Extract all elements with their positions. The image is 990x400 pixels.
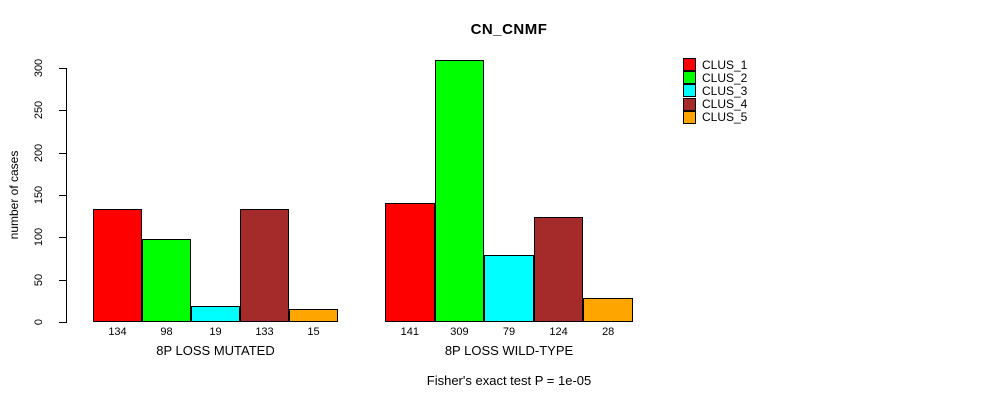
bar-value-label: 309 (450, 326, 469, 338)
legend-label: CLUS_3 (702, 83, 748, 98)
legend-item-clus_4: CLUS_4 (683, 97, 748, 112)
bar-clus_4-group2 (533, 217, 584, 322)
legend-item-clus_5: CLUS_5 (683, 110, 748, 125)
y-tick-mark (59, 279, 66, 281)
y-axis-title: number of cases (7, 150, 21, 240)
bar-clus_3-group2 (484, 255, 534, 322)
bar-value-label: 133 (255, 326, 274, 338)
y-tick-mark (59, 237, 66, 239)
fisher-test-annotation: Fisher's exact test P = 1e-05 (426, 373, 592, 388)
legend: CLUS_1 CLUS_2 CLUS_3 CLUS_4 CLUS_5 (683, 58, 747, 124)
legend-swatch-clus_2 (683, 71, 696, 85)
y-tick-label: 300 (33, 58, 45, 78)
y-tick-label: 250 (33, 101, 45, 120)
legend-label: CLUS_4 (702, 97, 748, 112)
legend-item-clus_2: CLUS_2 (683, 70, 748, 85)
y-tick-label: 150 (33, 185, 45, 205)
bar-value-label: 19 (209, 326, 222, 338)
bar-clus_1-group2 (385, 202, 435, 322)
legend-label: CLUS_1 (702, 57, 748, 72)
bar-value-label: 79 (502, 326, 516, 338)
legend-label: CLUS_5 (702, 110, 748, 125)
y-tick-label: 100 (33, 228, 45, 247)
y-tick-mark (59, 68, 66, 69)
bar-value-label: 15 (307, 326, 320, 338)
bar-clus_4-group1 (240, 209, 289, 322)
y-axis-line (66, 68, 67, 323)
legend-swatch-clus_4 (683, 97, 696, 111)
bar-clus_2-group2 (434, 60, 485, 322)
bar-clus_2-group1 (142, 239, 191, 322)
legend-item-clus_3: CLUS_3 (683, 83, 748, 98)
legend-swatch-clus_5 (683, 110, 696, 124)
bar-value-label: 28 (602, 326, 615, 338)
legend-item-clus_1: CLUS_1 (683, 57, 748, 72)
bar-value-label: 98 (160, 326, 173, 338)
category-label: 8P LOSS WILD-TYPE (444, 343, 574, 358)
bar-value-label: 134 (108, 326, 127, 338)
y-tick-mark (59, 152, 66, 154)
bar-clus_3-group1 (191, 305, 240, 322)
legend-label: CLUS_2 (702, 70, 748, 85)
bar-clus_5-group1 (289, 309, 338, 322)
y-tick-label: 200 (33, 143, 45, 162)
y-tick-label: 0 (33, 318, 45, 326)
bar-value-label: 141 (400, 326, 419, 338)
y-tick-mark (59, 322, 66, 323)
bar-clus_1-group1 (93, 208, 142, 322)
chart-title: CN_CNMF (470, 21, 548, 38)
category-label: 8P LOSS MUTATED (156, 343, 275, 358)
legend-swatch-clus_1 (683, 58, 696, 72)
bar-clus_5-group2 (583, 298, 633, 322)
bar-value-label: 124 (549, 326, 568, 338)
y-tick-mark (59, 110, 66, 112)
y-tick-mark (59, 195, 66, 196)
legend-swatch-clus_3 (683, 84, 696, 98)
y-tick-label: 50 (33, 273, 45, 286)
